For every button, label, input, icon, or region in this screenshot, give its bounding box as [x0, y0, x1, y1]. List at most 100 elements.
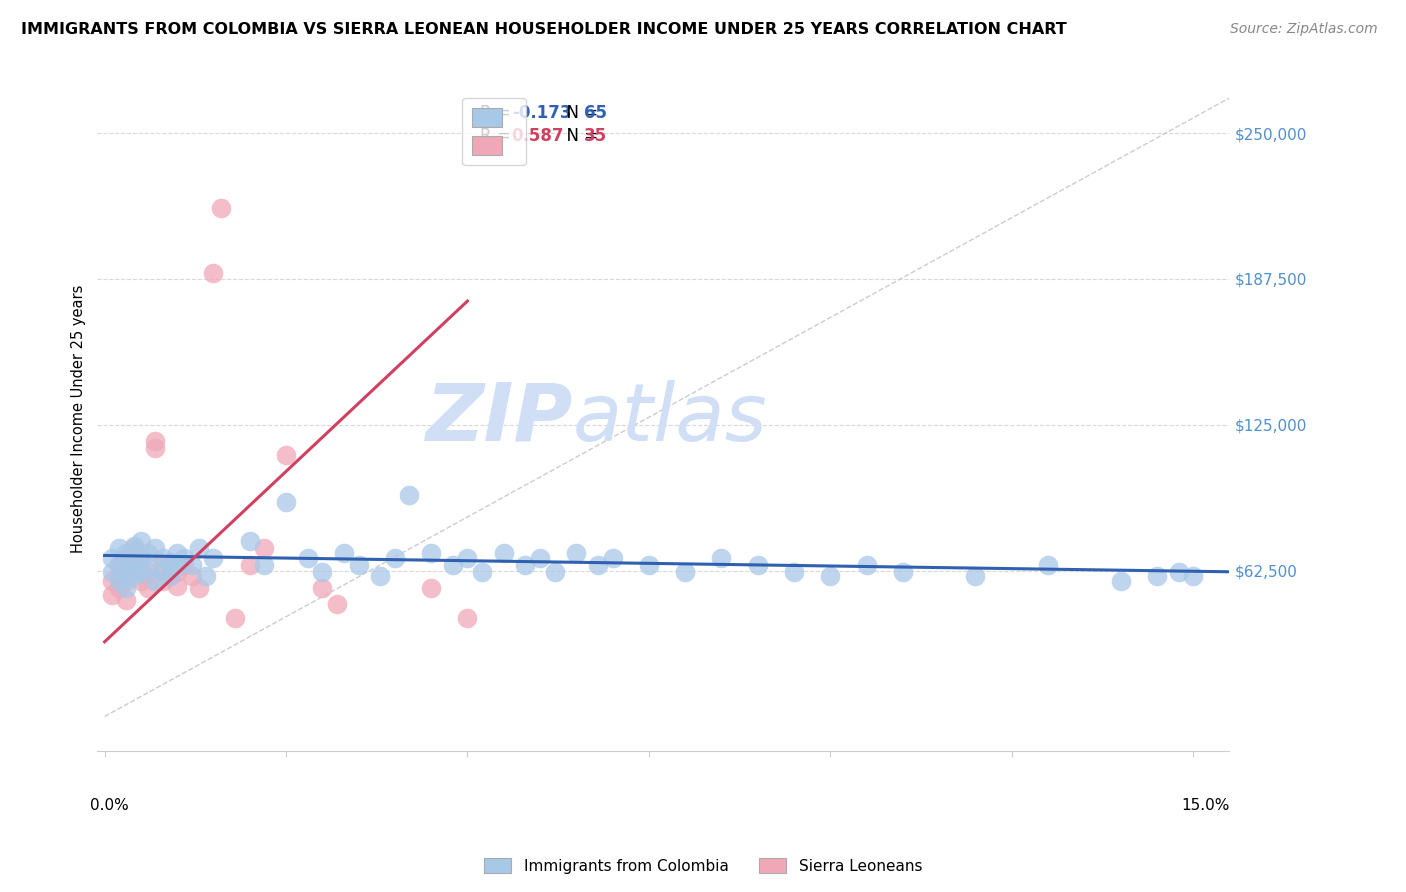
Point — [136, 581, 159, 595]
Point — [274, 495, 297, 509]
Point — [129, 574, 152, 588]
Point — [115, 560, 138, 574]
Legend: , : , — [463, 98, 526, 165]
Point — [129, 550, 152, 565]
Point — [115, 550, 138, 565]
Text: -0.173: -0.173 — [512, 104, 571, 122]
Point — [129, 565, 152, 579]
Point — [136, 565, 159, 579]
Point — [166, 565, 188, 579]
Point — [202, 550, 225, 565]
Text: ZIP: ZIP — [426, 380, 572, 458]
Point — [326, 598, 349, 612]
Point — [180, 569, 202, 583]
Point — [145, 574, 167, 588]
Text: R =: R = — [479, 128, 516, 145]
Point — [115, 569, 138, 583]
Point — [159, 569, 181, 583]
Text: 15.0%: 15.0% — [1181, 798, 1229, 813]
Point — [333, 546, 356, 560]
Point — [311, 581, 333, 595]
Point — [384, 550, 406, 565]
Point — [471, 565, 494, 579]
Point — [108, 574, 131, 588]
Point — [673, 565, 696, 579]
Point — [152, 558, 174, 572]
Point — [347, 558, 370, 572]
Point — [239, 558, 262, 572]
Point — [209, 201, 232, 215]
Point — [108, 581, 131, 595]
Point — [202, 266, 225, 280]
Point — [159, 556, 181, 570]
Point — [515, 558, 537, 572]
Point — [239, 534, 262, 549]
Point — [115, 581, 138, 595]
Point — [224, 611, 246, 625]
Point — [420, 581, 443, 595]
Point — [122, 541, 145, 556]
Point — [637, 558, 659, 572]
Text: N =: N = — [555, 128, 603, 145]
Point — [297, 550, 319, 565]
Point — [108, 558, 131, 572]
Text: 0.0%: 0.0% — [90, 798, 129, 813]
Point — [108, 558, 131, 572]
Point — [173, 550, 195, 565]
Point — [274, 448, 297, 462]
Point — [152, 550, 174, 565]
Point — [145, 434, 167, 448]
Legend: Immigrants from Colombia, Sierra Leoneans: Immigrants from Colombia, Sierra Leonean… — [478, 852, 928, 880]
Y-axis label: Householder Income Under 25 years: Householder Income Under 25 years — [72, 285, 86, 553]
Point — [195, 569, 218, 583]
Point — [398, 488, 420, 502]
Point — [253, 558, 276, 572]
Point — [136, 560, 159, 574]
Point — [115, 592, 138, 607]
Point — [710, 550, 733, 565]
Point — [492, 546, 515, 560]
Text: N =: N = — [555, 104, 603, 122]
Point — [1182, 569, 1205, 583]
Point — [173, 558, 195, 572]
Point — [180, 558, 202, 572]
Point — [145, 441, 167, 455]
Point — [101, 574, 124, 588]
Point — [152, 565, 174, 579]
Text: IMMIGRANTS FROM COLOMBIA VS SIERRA LEONEAN HOUSEHOLDER INCOME UNDER 25 YEARS COR: IMMIGRANTS FROM COLOMBIA VS SIERRA LEONE… — [21, 22, 1067, 37]
Point — [855, 558, 877, 572]
Point — [129, 534, 152, 549]
Point — [441, 558, 464, 572]
Point — [159, 569, 181, 583]
Text: 0.587: 0.587 — [512, 128, 564, 145]
Point — [136, 546, 159, 560]
Point — [783, 565, 806, 579]
Point — [1036, 558, 1059, 572]
Point — [166, 546, 188, 560]
Point — [456, 611, 478, 625]
Point — [166, 560, 188, 574]
Point — [311, 565, 333, 579]
Point — [253, 541, 276, 556]
Point — [565, 546, 588, 560]
Point — [456, 550, 478, 565]
Point — [187, 541, 209, 556]
Point — [370, 569, 392, 583]
Point — [820, 569, 842, 583]
Point — [166, 579, 188, 593]
Point — [965, 569, 987, 583]
Point — [420, 546, 443, 560]
Point — [122, 539, 145, 553]
Point — [529, 550, 551, 565]
Text: 35: 35 — [583, 128, 607, 145]
Point — [1109, 574, 1132, 588]
Point — [101, 588, 124, 602]
Point — [543, 565, 565, 579]
Point — [891, 565, 914, 579]
Point — [122, 569, 145, 583]
Point — [122, 556, 145, 570]
Point — [152, 574, 174, 588]
Point — [108, 541, 131, 556]
Point — [129, 550, 152, 565]
Point — [115, 546, 138, 560]
